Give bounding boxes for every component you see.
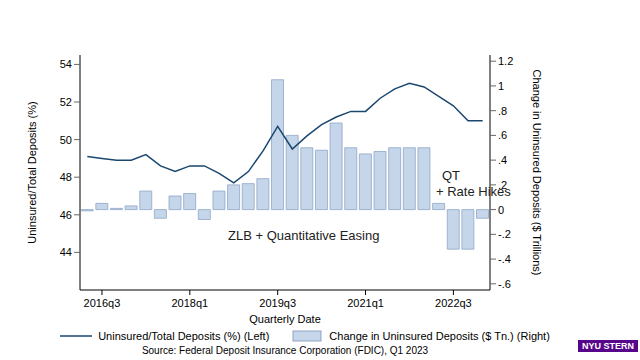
html-text:Source: Federal Deposit Insura: Source: Federal Deposit Insurance Corpor… bbox=[141, 345, 429, 356]
svg-text:52: 52 bbox=[60, 96, 72, 108]
svg-text:Uninsured/Total Deposits (%): Uninsured/Total Deposits (%) bbox=[26, 101, 38, 243]
html-text:Change in Uninsured Deposits (: Change in Uninsured Deposits ($ Tn.) (Ri… bbox=[329, 330, 550, 342]
svg-text:-.4: -.4 bbox=[498, 253, 511, 265]
svg-text:46: 46 bbox=[60, 209, 72, 221]
svg-text:2018q1: 2018q1 bbox=[171, 297, 208, 309]
html-text:+ Rate Hikes: + Rate Hikes bbox=[436, 184, 511, 199]
svg-text:.4: .4 bbox=[498, 154, 507, 166]
svg-text:1.2: 1.2 bbox=[498, 55, 513, 67]
html-text:Uninsured/Total Deposits (%) (: Uninsured/Total Deposits (%) (Left) bbox=[98, 330, 270, 342]
html-text:Quarterly Date: Quarterly Date bbox=[249, 313, 321, 325]
html-text:NYU STERN: NYU STERN bbox=[582, 341, 634, 351]
svg-text:2016q3: 2016q3 bbox=[84, 297, 121, 309]
svg-text:0: 0 bbox=[498, 204, 504, 216]
svg-text:1: 1 bbox=[498, 80, 504, 92]
svg-text:50: 50 bbox=[60, 134, 72, 146]
svg-text:Change in Uninsured Deposits (: Change in Uninsured Deposits ($ Trillion… bbox=[531, 69, 543, 275]
svg-text:.6: .6 bbox=[498, 129, 507, 141]
svg-text:2022q3: 2022q3 bbox=[435, 297, 472, 309]
svg-text:48: 48 bbox=[60, 171, 72, 183]
html-text:QT: QT bbox=[442, 168, 461, 183]
html-text:ZLB + Quantitative Easing: ZLB + Quantitative Easing bbox=[228, 228, 380, 243]
svg-text:.8: .8 bbox=[498, 105, 507, 117]
svg-text:2021q1: 2021q1 bbox=[347, 297, 384, 309]
svg-text:-.2: -.2 bbox=[498, 228, 511, 240]
svg-text:-.6: -.6 bbox=[498, 278, 511, 290]
svg-text:44: 44 bbox=[60, 246, 72, 258]
svg-text:54: 54 bbox=[60, 58, 72, 70]
svg-text:2019q3: 2019q3 bbox=[259, 297, 296, 309]
